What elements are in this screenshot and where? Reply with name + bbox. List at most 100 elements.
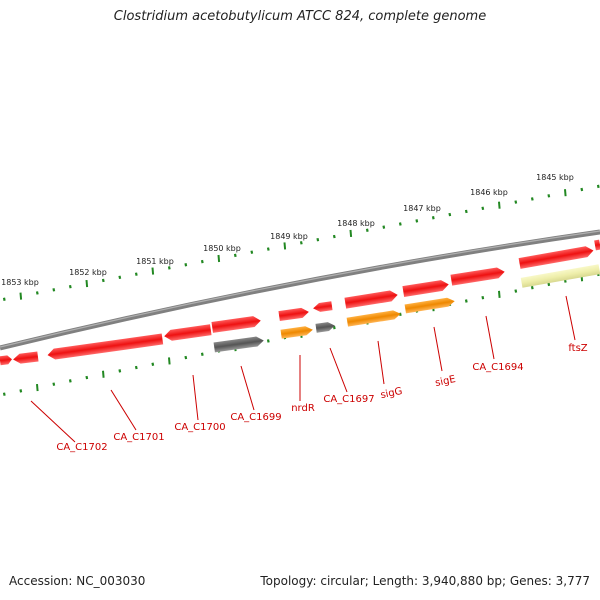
ruler-minor-tick bbox=[299, 241, 303, 245]
ruler-minor-tick bbox=[398, 312, 402, 317]
ruler-minor-tick bbox=[547, 194, 551, 198]
ruler-major-tick bbox=[102, 370, 105, 378]
leader-line-ca-c1699 bbox=[240, 365, 255, 411]
ruler-major-tick bbox=[85, 279, 89, 288]
ruler-major-tick bbox=[564, 189, 567, 197]
gene-label-ca-c1697[interactable]: CA_C1697 bbox=[323, 394, 374, 405]
gene-feature-red[interactable] bbox=[12, 351, 39, 365]
gene-label-leaders bbox=[30, 295, 576, 443]
gene-label-nrdr[interactable]: nrdR bbox=[291, 403, 315, 414]
gene-label-sige[interactable]: sigE bbox=[434, 374, 456, 389]
ruler-minor-tick bbox=[547, 282, 551, 287]
ruler-minor-tick bbox=[332, 325, 336, 330]
ruler-minor-tick bbox=[2, 297, 6, 301]
ruler-labels: 1853 kbp 1852 kbp 1851 kbp 1850 kbp 1849 kbp… bbox=[1, 173, 574, 287]
ruler-minor-tick bbox=[184, 263, 188, 267]
gene-feature-orange[interactable] bbox=[404, 297, 456, 314]
gene-feature-yellow[interactable] bbox=[520, 264, 600, 288]
ruler-minor-tick bbox=[431, 216, 435, 220]
ruler-minor-tick bbox=[530, 197, 534, 201]
ruler-minor-tick bbox=[398, 222, 402, 226]
gene-feature-orange[interactable] bbox=[280, 325, 314, 339]
ruler-minor-tick bbox=[151, 362, 155, 366]
ruler-minor-tick bbox=[332, 234, 336, 239]
ruler-major-tick bbox=[19, 292, 23, 300]
gene-label-ftsz[interactable]: ftsZ bbox=[568, 343, 587, 354]
gene-feature-red[interactable] bbox=[594, 239, 600, 251]
leader-line-ca-c1694 bbox=[485, 315, 495, 360]
ruler-label-1851-kbp: 1851 kbp bbox=[136, 257, 174, 266]
map-title: Clostridium acetobutylicum ATCC 824, com… bbox=[113, 9, 487, 24]
gene-feature-red[interactable] bbox=[450, 266, 505, 286]
gene-feature-orange[interactable] bbox=[346, 309, 402, 327]
ruler-minor-tick bbox=[200, 259, 204, 264]
ruler-minor-tick bbox=[580, 187, 584, 192]
gene-label-sigg[interactable]: sigG bbox=[380, 386, 404, 401]
gene-feature-red[interactable] bbox=[344, 289, 398, 309]
leader-line-sige bbox=[433, 326, 443, 372]
ruler-label-1849-kbp: 1849 kbp bbox=[270, 232, 308, 241]
leader-line-ca-c1702 bbox=[30, 400, 76, 443]
ruler-minor-tick bbox=[481, 206, 485, 211]
gene-feature-gray[interactable] bbox=[315, 321, 335, 333]
ruler-minor-tick bbox=[68, 379, 72, 383]
ruler-minor-tick bbox=[530, 285, 534, 290]
gene-feature-red[interactable] bbox=[278, 307, 309, 322]
gene-label-ca-c1699[interactable]: CA_C1699 bbox=[230, 412, 281, 423]
ruler-minor-tick bbox=[448, 212, 452, 217]
ruler-major-tick bbox=[168, 357, 171, 365]
ruler-minor-tick bbox=[200, 352, 204, 356]
ruler-major-tick bbox=[349, 229, 353, 237]
leader-line-ca-c1701 bbox=[110, 389, 137, 431]
ruler-minor-tick bbox=[134, 365, 138, 370]
gene-label-ca-c1702[interactable]: CA_C1702 bbox=[56, 442, 107, 453]
ruler-minor-tick bbox=[596, 184, 600, 189]
ruler-minor-tick bbox=[382, 225, 386, 229]
gene-feature-red[interactable] bbox=[47, 333, 164, 360]
genome-backbone bbox=[0, 229, 600, 351]
ruler-major-tick bbox=[498, 201, 501, 209]
ruler-minor-tick bbox=[118, 275, 122, 280]
ruler-label-1847-kbp: 1847 kbp bbox=[403, 204, 441, 213]
ruler-label-1853-kbp: 1853 kbp bbox=[1, 278, 39, 287]
gene-label-ca-c1700[interactable]: CA_C1700 bbox=[174, 422, 225, 433]
ruler-top bbox=[2, 184, 600, 301]
ruler-minor-tick bbox=[365, 228, 369, 232]
ruler-label-1848-kbp: 1848 kbp bbox=[337, 219, 375, 228]
ruler-label-1850-kbp: 1850 kbp bbox=[203, 244, 241, 253]
gene-feature-red[interactable] bbox=[518, 245, 595, 269]
genome-summary-text: Topology: circular; Length: 3,940,880 bp… bbox=[260, 574, 590, 588]
gene-track bbox=[0, 239, 600, 366]
gene-feature-red[interactable] bbox=[163, 324, 212, 341]
gene-feature-red[interactable] bbox=[0, 355, 13, 366]
gene-feature-red[interactable] bbox=[312, 301, 333, 313]
ruler-minor-tick bbox=[316, 237, 320, 242]
accession-text: Accession: NC_003030 bbox=[9, 574, 146, 588]
ruler-minor-tick bbox=[415, 219, 419, 223]
ruler-minor-tick bbox=[134, 272, 138, 276]
leader-line-ca-c1700 bbox=[192, 374, 199, 421]
ruler-minor-tick bbox=[514, 289, 518, 293]
ruler-minor-tick bbox=[250, 250, 254, 254]
ruler-label-1846-kbp: 1846 kbp bbox=[470, 188, 508, 197]
ruler-minor-tick bbox=[184, 355, 188, 360]
ruler-major-tick bbox=[36, 383, 39, 392]
gene-feature-gray[interactable] bbox=[213, 336, 265, 353]
ruler-minor-tick bbox=[514, 200, 518, 204]
gene-feature-red[interactable] bbox=[211, 315, 261, 333]
ruler-minor-tick bbox=[266, 339, 270, 343]
ruler-major-tick bbox=[498, 290, 501, 298]
ruler-minor-tick bbox=[118, 369, 122, 373]
genome-backbone-highlight bbox=[0, 230, 600, 348]
ruler-minor-tick bbox=[68, 284, 72, 289]
ruler-minor-tick bbox=[2, 392, 6, 396]
ruler-minor-tick bbox=[233, 253, 237, 258]
ruler-minor-tick bbox=[85, 375, 89, 380]
ruler-label-1845-kbp: 1845 kbp bbox=[536, 173, 574, 182]
leader-line-ftsz bbox=[565, 295, 576, 341]
gene-feature-red[interactable] bbox=[402, 279, 449, 298]
ruler-major-tick bbox=[217, 254, 221, 263]
gene-label-ca-c1694[interactable]: CA_C1694 bbox=[472, 362, 523, 373]
gene-label-ca-c1701[interactable]: CA_C1701 bbox=[113, 432, 164, 443]
